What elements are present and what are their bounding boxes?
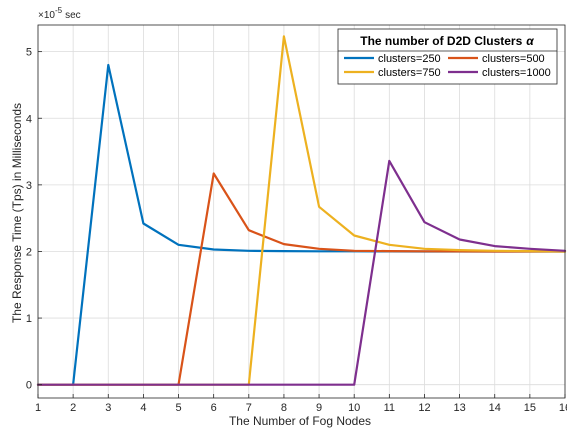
legend-label: clusters=250 [378, 53, 441, 65]
y-tick-label: 0 [26, 380, 32, 392]
x-tick-label: 11 [384, 402, 395, 414]
x-tick-label: 10 [348, 402, 360, 414]
x-tick-label: 16 [559, 402, 567, 414]
x-tick-label: 6 [211, 402, 217, 414]
y-tick-label: 3 [26, 180, 32, 192]
legend-label: clusters=750 [378, 67, 441, 79]
legend-title-symbol: α [526, 34, 534, 48]
plot-border [37, 24, 566, 399]
x-tick-label: 12 [418, 402, 430, 414]
legend-label: clusters=500 [482, 53, 545, 65]
y-multiplier-base: ×10 [38, 10, 55, 21]
legend-box [337, 28, 558, 85]
legend-title-text: The number of D2D Clusters [360, 34, 522, 48]
y-axis-multiplier: ×10-5 sec [38, 6, 81, 21]
legend: The number of D2D Clusters α clusters=250… [337, 28, 558, 85]
x-tick-label: 4 [140, 402, 146, 414]
y-tick-label: 5 [26, 47, 32, 59]
legend-entries: clusters=250 clusters=500 clusters=750 clus… [344, 53, 551, 79]
x-tick-label: 14 [489, 402, 501, 414]
legend-entry: clusters=1000 [448, 67, 551, 79]
legend-entry: clusters=500 [448, 53, 545, 65]
y-multiplier-unit: sec [65, 10, 81, 21]
x-tick-label: 9 [316, 402, 322, 414]
x-tick-label: 15 [524, 402, 536, 414]
legend-title: The number of D2D Clusters α [360, 34, 534, 48]
legend-label: clusters=1000 [482, 67, 551, 79]
legend-entry: clusters=250 [344, 53, 441, 65]
x-tick-label: 2 [70, 402, 76, 414]
y-tick-label: 4 [26, 113, 32, 125]
y-tick-label: 2 [26, 246, 32, 258]
axis-ticks: 12345678910111213141516012345 [26, 47, 567, 414]
legend-entry: clusters=750 [344, 67, 441, 79]
series-lines [36, 35, 567, 386]
x-tick-label: 13 [453, 402, 465, 414]
x-tick-label: 8 [281, 402, 287, 414]
y-axis-label: The Response Time (Tps) in Milliseconds [10, 103, 24, 323]
x-tick-label: 7 [246, 402, 252, 414]
y-tick-label: 1 [26, 313, 32, 325]
plot-area [38, 25, 565, 398]
x-tick-label: 1 [35, 402, 41, 414]
y-multiplier-exponent: -5 [55, 6, 63, 15]
x-tick-label: 5 [175, 402, 181, 414]
x-axis-label: The Number of Fog Nodes [229, 414, 371, 428]
x-tick-label: 3 [105, 402, 111, 414]
series-line-clusters-1000 [36, 159, 567, 386]
